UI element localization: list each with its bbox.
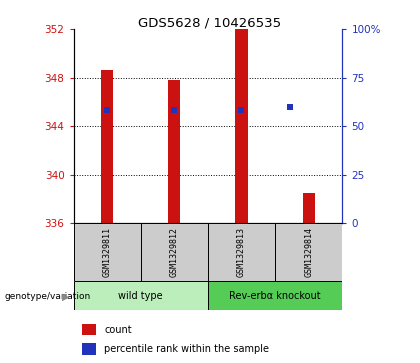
Text: GSM1329814: GSM1329814: [304, 227, 313, 277]
Text: percentile rank within the sample: percentile rank within the sample: [105, 344, 269, 354]
Text: wild type: wild type: [118, 291, 163, 301]
Text: GDS5628 / 10426535: GDS5628 / 10426535: [139, 16, 281, 29]
Bar: [303, 193, 315, 223]
Bar: [275, 223, 342, 281]
Bar: [236, 29, 247, 223]
Bar: [168, 80, 180, 223]
Bar: [81, 324, 96, 335]
Bar: [101, 70, 113, 223]
Bar: [141, 223, 208, 281]
Text: GSM1329812: GSM1329812: [170, 227, 179, 277]
Point: [104, 107, 110, 113]
Point: [286, 105, 293, 110]
Bar: [208, 281, 342, 310]
Bar: [74, 281, 208, 310]
Text: GSM1329811: GSM1329811: [102, 227, 112, 277]
Text: ▶: ▶: [62, 291, 69, 302]
Point: [238, 107, 245, 113]
Bar: [74, 223, 141, 281]
Text: GSM1329813: GSM1329813: [237, 227, 246, 277]
Text: count: count: [105, 325, 132, 335]
Text: genotype/variation: genotype/variation: [4, 292, 90, 301]
Text: Rev-erbα knockout: Rev-erbα knockout: [229, 291, 321, 301]
Bar: [81, 343, 96, 355]
Bar: [208, 223, 275, 281]
Point: [171, 107, 178, 113]
